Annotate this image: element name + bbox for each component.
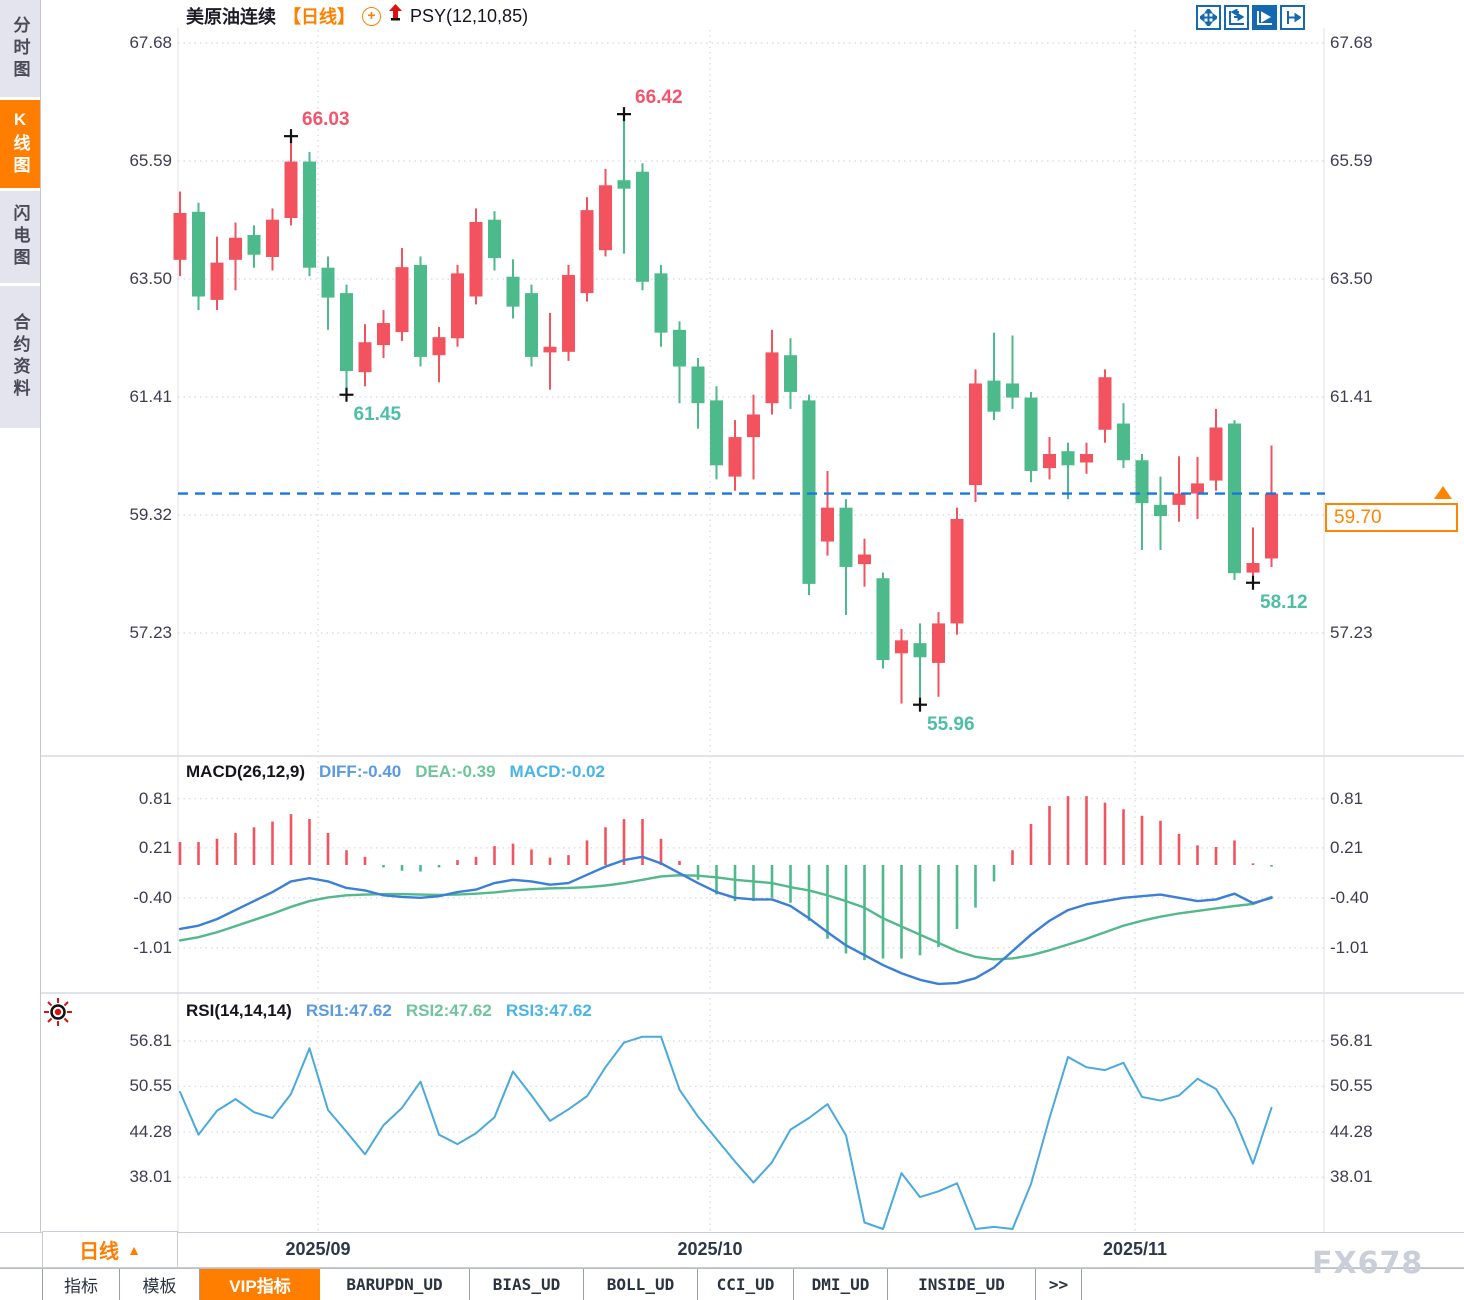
indicator-tab[interactable]: DMI_UD xyxy=(794,1269,888,1300)
symbol-title: 美原油连续 xyxy=(186,7,276,27)
watermark: FX678 xyxy=(1312,1246,1424,1281)
sidebar-tab-1[interactable]: 分时图 xyxy=(0,0,40,97)
chart-header: 美原油连续 【日线】 + PSY(12,10,85) xyxy=(186,3,528,29)
indicator-title: PSY(12,10,85) xyxy=(410,5,529,26)
more-tabs-button[interactable]: >> xyxy=(1036,1269,1082,1300)
macd-diff-value: DIFF:-0.40 xyxy=(319,762,402,781)
period-selector-label: 日线 xyxy=(79,1241,120,1263)
price-up-arrow-icon xyxy=(1434,486,1452,499)
indicator-tab-bar: 指标 模板 VIP指标 BARUPDN_UD BIAS_UD BOLL_UD CCI_UD D… xyxy=(0,1268,1464,1300)
rsi3-value: RSI3:47.62 xyxy=(505,1001,592,1020)
rsi1-value: RSI1:47.62 xyxy=(305,1001,392,1020)
sidebar: 分时图 K线图 闪电图 合约资料 xyxy=(0,0,41,1300)
indicator-tab[interactable]: INSIDE_UD xyxy=(888,1269,1036,1300)
chevron-up-icon: ▲ xyxy=(127,1241,141,1258)
macd-header: MACD(26,12,9) DIFF:-0.40 DEA:-0.39 MACD:… xyxy=(186,762,605,784)
indicator-tab[interactable]: BIAS_UD xyxy=(470,1269,584,1300)
alert-target-icon[interactable] xyxy=(42,996,74,1033)
sidebar-tab-2[interactable]: K线图 xyxy=(0,100,40,188)
time-axis: 2025/09 2025/10 2025/11 xyxy=(0,1232,1464,1268)
macd-title: MACD(26,12,9) xyxy=(186,762,306,781)
rsi-title: RSI(14,14,14) xyxy=(186,1001,292,1020)
date-label: 2025/09 xyxy=(285,1239,351,1259)
period-selector-button[interactable]: 日线 ▲ xyxy=(42,1231,178,1268)
indicator-tab[interactable]: VIP指标 xyxy=(200,1269,320,1300)
indicator-tab[interactable]: 模板 xyxy=(120,1269,200,1300)
chart-toolbar xyxy=(1196,5,1305,30)
auto-scale-icon[interactable] xyxy=(1252,5,1277,30)
macd-dea-value: DEA:-0.39 xyxy=(415,762,496,781)
indicator-tab[interactable]: BOLL_UD xyxy=(584,1269,698,1300)
indicator-tab[interactable]: CCI_UD xyxy=(698,1269,794,1300)
fit-scale-icon[interactable] xyxy=(1224,5,1249,30)
sidebar-tab-3[interactable]: 闪电图 xyxy=(0,191,40,283)
macd-hist-value: MACD:-0.02 xyxy=(509,762,605,781)
move-icon[interactable] xyxy=(1196,5,1221,30)
indicator-tab[interactable]: 指标 xyxy=(42,1269,120,1300)
date-label: 2025/10 xyxy=(677,1239,743,1259)
buy-signal-arrow-icon xyxy=(388,4,403,28)
rsi2-value: RSI2:47.62 xyxy=(405,1001,492,1020)
pan-right-icon[interactable] xyxy=(1280,5,1305,30)
add-indicator-icon[interactable]: + xyxy=(362,6,381,26)
rsi-header: RSI(14,14,14) RSI1:47.62 RSI2:47.62 RSI3… xyxy=(186,1001,592,1023)
current-price-tag: 59.70 xyxy=(1325,503,1458,532)
indicator-tab[interactable]: BARUPDN_UD xyxy=(320,1269,470,1300)
sidebar-tab-4[interactable]: 合约资料 xyxy=(0,286,40,428)
period-label: 【日线】 xyxy=(283,7,355,27)
date-label: 2025/11 xyxy=(1102,1239,1168,1259)
